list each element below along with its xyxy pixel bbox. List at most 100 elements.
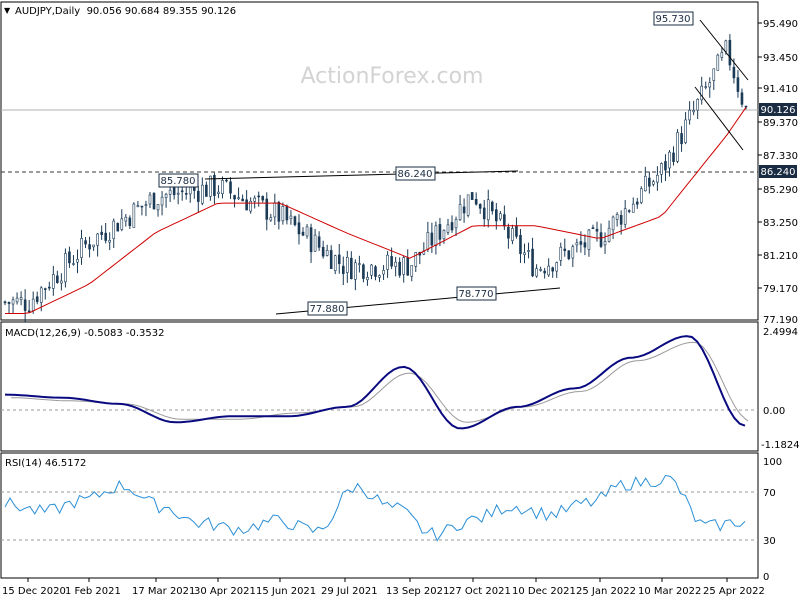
annotation-86240-box bbox=[395, 166, 436, 181]
candle-body bbox=[466, 194, 470, 216]
price-tick: 81.210 bbox=[763, 251, 798, 262]
candle-body bbox=[104, 232, 107, 241]
candle-body bbox=[213, 175, 216, 196]
candle-body bbox=[39, 287, 43, 303]
upper-trendline bbox=[204, 170, 519, 180]
price-tick: 77.190 bbox=[763, 315, 798, 326]
candle-body bbox=[269, 217, 273, 221]
candle-body bbox=[426, 232, 430, 250]
price-tick: 87.330 bbox=[763, 151, 798, 162]
watermark: ActionForex.com bbox=[301, 64, 484, 89]
macd-signal-line bbox=[11, 341, 749, 423]
price-tick: 79.170 bbox=[763, 284, 798, 295]
candle-body bbox=[639, 188, 643, 203]
candle-body bbox=[52, 274, 55, 289]
candle-body bbox=[281, 205, 285, 222]
candle-body bbox=[591, 227, 595, 230]
candle-body bbox=[728, 39, 732, 66]
candle-body bbox=[112, 220, 116, 239]
candle-body bbox=[656, 174, 659, 183]
level-badge-bg bbox=[759, 165, 797, 178]
candle-body bbox=[221, 180, 224, 194]
candle-body bbox=[249, 200, 252, 212]
candle-body bbox=[277, 201, 281, 222]
candle-body bbox=[543, 270, 546, 274]
candle-body bbox=[551, 267, 554, 272]
candle-body bbox=[297, 222, 301, 235]
candle-body bbox=[386, 254, 389, 270]
x-axis-label: 25 Jan 2022 bbox=[576, 586, 636, 597]
candle-body bbox=[527, 250, 530, 252]
candle-body bbox=[575, 242, 579, 246]
candle-body bbox=[148, 194, 152, 205]
candle-body bbox=[442, 229, 446, 240]
collapse-triangle-icon[interactable]: ▼ bbox=[4, 6, 11, 15]
candle-body bbox=[317, 236, 321, 248]
candle-body bbox=[358, 263, 361, 265]
candle-body bbox=[168, 189, 172, 195]
candle-body bbox=[27, 310, 31, 313]
candle-body bbox=[644, 175, 647, 192]
candle-body bbox=[676, 132, 679, 162]
candle-body bbox=[209, 175, 212, 197]
candle-body bbox=[132, 203, 136, 228]
x-axis-label: 1 Feb 2021 bbox=[65, 586, 121, 597]
channel-top-line bbox=[699, 19, 749, 81]
candle-body bbox=[56, 275, 59, 283]
price-tick: 89.370 bbox=[763, 118, 798, 129]
candle-body bbox=[664, 161, 667, 171]
candle-body bbox=[627, 210, 631, 212]
annotation-95730: 95.730 bbox=[656, 14, 691, 25]
x-axis-label: 15 Jun 2021 bbox=[256, 586, 316, 597]
candle-body bbox=[648, 177, 651, 187]
candle-body bbox=[430, 232, 434, 246]
annotation-85780: 85.780 bbox=[161, 176, 196, 187]
candle-body bbox=[696, 99, 699, 111]
candle-body bbox=[495, 209, 498, 222]
rsi-axis: 100 70 30 0 bbox=[763, 457, 782, 583]
candle-body bbox=[652, 181, 655, 185]
x-axis-label: 13 Sep 2021 bbox=[386, 586, 449, 597]
candle-body bbox=[744, 105, 748, 108]
annotation-95730-box bbox=[653, 11, 694, 26]
candle-body bbox=[712, 68, 716, 81]
candle-body bbox=[188, 186, 192, 195]
candle-body bbox=[362, 264, 365, 279]
candle-body bbox=[410, 265, 414, 277]
candle-body bbox=[60, 280, 63, 284]
candle-body bbox=[100, 231, 103, 235]
candle-body bbox=[720, 52, 724, 58]
x-axis-label: 25 Apr 2022 bbox=[703, 586, 765, 597]
candle-body bbox=[470, 192, 474, 200]
candle-body bbox=[23, 299, 27, 311]
candle-body bbox=[76, 259, 79, 263]
rsi-tick-100: 100 bbox=[763, 457, 782, 468]
candle-body bbox=[571, 246, 575, 259]
candle-body bbox=[599, 232, 603, 247]
candle-body bbox=[197, 190, 200, 202]
candle-body bbox=[35, 296, 39, 302]
candle-body bbox=[503, 214, 506, 227]
candle-body bbox=[398, 261, 401, 276]
candle-body bbox=[519, 235, 522, 254]
candle-body bbox=[309, 227, 313, 253]
candle-body bbox=[19, 297, 23, 301]
candle-body bbox=[192, 187, 196, 191]
candle-body bbox=[394, 261, 397, 267]
candle-body bbox=[434, 225, 438, 246]
candle-body bbox=[736, 77, 740, 92]
candle-body bbox=[217, 191, 220, 194]
candle-body bbox=[120, 218, 124, 230]
candle-body bbox=[205, 184, 208, 197]
candle-body bbox=[160, 196, 164, 206]
x-axis-label: 29 Jul 2021 bbox=[321, 586, 378, 597]
candle-body bbox=[623, 208, 627, 225]
candle-body bbox=[253, 197, 256, 202]
candle-body bbox=[724, 40, 728, 52]
channel-bottom-line bbox=[694, 86, 744, 151]
candle-body bbox=[68, 251, 71, 264]
candle-body bbox=[700, 85, 704, 101]
candle-body bbox=[482, 207, 486, 220]
